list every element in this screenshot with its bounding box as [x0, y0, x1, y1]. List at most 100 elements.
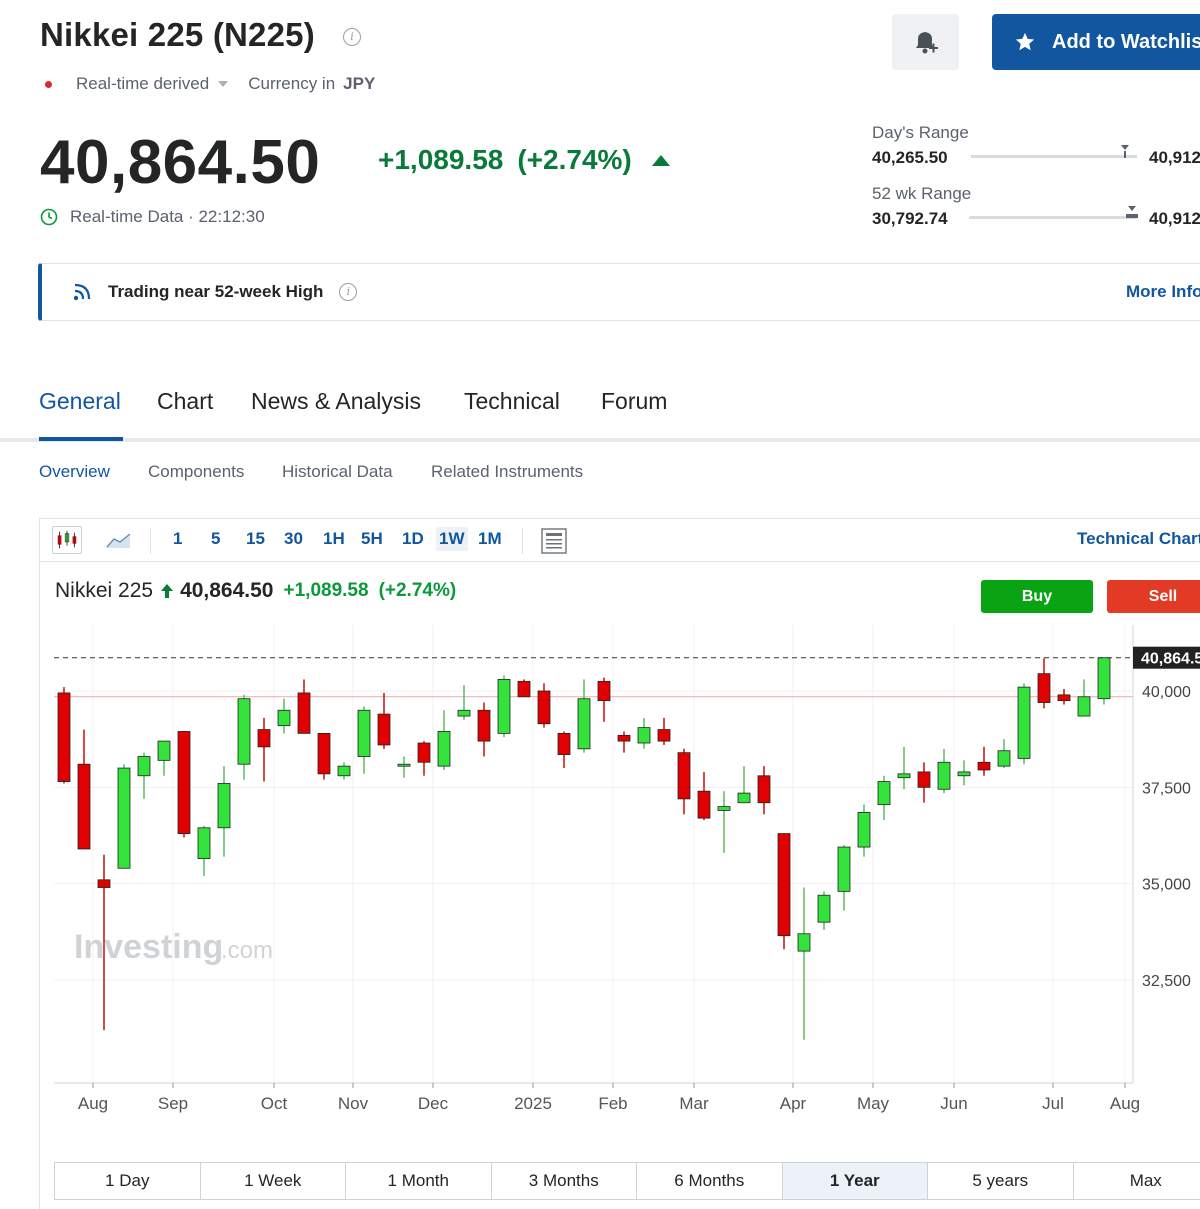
technical-chart-link[interactable]: Technical Chart	[1077, 529, 1200, 548]
candle	[897, 746, 911, 790]
interval-1w[interactable]: 1W	[436, 527, 468, 551]
candlestick-type-icon[interactable]	[52, 526, 82, 554]
candle	[657, 717, 671, 745]
change-percent: (+2.74%)	[517, 144, 632, 175]
realtime-derived-selector[interactable]: Real-time derived	[76, 74, 210, 93]
tab-news-analysis[interactable]: News & Analysis	[251, 388, 422, 414]
candle	[797, 887, 811, 1040]
candle	[197, 825, 211, 876]
interval-1[interactable]: 1	[173, 529, 183, 548]
days-range-marker-icon	[1121, 145, 1129, 158]
candle	[1077, 679, 1091, 717]
y-tick-label: 32,500	[1142, 973, 1191, 990]
candle-body	[957, 771, 971, 777]
price-chart[interactable]: Investing .com 40,00037,50035,00032,5004…	[0, 0, 1200, 1150]
candle-body	[617, 734, 631, 742]
interval-1d[interactable]: 1D	[402, 529, 424, 548]
candle-body	[977, 761, 991, 771]
interval-1m[interactable]: 1M	[478, 529, 502, 548]
interval-30[interactable]: 30	[284, 529, 303, 548]
interval-1h[interactable]: 1H	[323, 529, 345, 548]
period-5-years[interactable]: 5 years	[928, 1163, 1074, 1199]
period-3-months[interactable]: 3 Months	[492, 1163, 637, 1199]
candle	[137, 752, 151, 799]
candle-body	[157, 740, 171, 761]
subtab-historical-data[interactable]: Historical Data	[282, 462, 393, 481]
period-6-months[interactable]: 6 Months	[637, 1163, 783, 1199]
candle-body	[477, 709, 491, 742]
candle-body	[1037, 673, 1051, 703]
period-max[interactable]: Max	[1074, 1163, 1200, 1199]
chart-widget: 1 5 15 30 1H 5H 1D 1W 1M Technical Chart…	[39, 518, 1200, 1209]
candle	[117, 764, 131, 869]
candle	[857, 804, 871, 857]
add-to-watchlist-label: Add to Watchlist	[1052, 30, 1200, 53]
candle-body	[417, 742, 431, 763]
sell-button[interactable]: Sell	[1107, 580, 1200, 613]
candle	[437, 710, 451, 770]
subtab-components[interactable]: Components	[148, 462, 245, 481]
candle	[877, 775, 891, 821]
tab-forum[interactable]: Forum	[601, 388, 668, 414]
interval-5[interactable]: 5	[211, 529, 221, 548]
area-chart-icon[interactable]	[106, 529, 132, 551]
star-icon	[1015, 32, 1035, 51]
x-tick-label: Aug	[78, 1094, 108, 1113]
tab-general[interactable]: General	[39, 388, 121, 414]
candle-body	[197, 827, 211, 860]
candle	[477, 702, 491, 757]
candle-body	[737, 792, 751, 804]
candle	[1057, 689, 1071, 705]
candle	[757, 766, 771, 815]
main-tabs: General Chart News & Analysis Technical …	[0, 388, 1200, 442]
candle	[497, 675, 511, 738]
x-tick-label: Jun	[940, 1094, 967, 1113]
candle	[457, 685, 471, 720]
tab-technical[interactable]: Technical	[464, 388, 560, 414]
price-change: +1,089.58 (+2.74%)	[378, 144, 670, 176]
candle	[737, 766, 751, 804]
candle	[277, 698, 291, 734]
candle	[337, 762, 351, 780]
more-info-link[interactable]: More Info	[1126, 282, 1200, 301]
subtab-overview[interactable]: Overview	[39, 462, 110, 481]
candle	[297, 679, 311, 734]
info-icon[interactable]: i	[339, 283, 358, 301]
interval-5h[interactable]: 5H	[361, 529, 383, 548]
candle-body	[277, 709, 291, 727]
candle	[697, 771, 711, 821]
x-tick-label: Nov	[338, 1094, 369, 1113]
tab-chart[interactable]: Chart	[157, 388, 214, 414]
candle-body	[637, 727, 651, 744]
period-1-day[interactable]: 1 Day	[55, 1163, 201, 1199]
candle-body	[1077, 696, 1091, 717]
chart-axes: 40,000 37,500 35,000 32,500 40,864.50 Aug Sep O…	[54, 625, 1200, 1113]
period-1-month[interactable]: 1 Month	[346, 1163, 492, 1199]
period-selector: 1 Day 1 Week 1 Month 3 Months 6 Months 1…	[54, 1162, 1200, 1200]
candle-body	[117, 767, 131, 869]
realtime-data-row: Real-time Data · 22:12:30	[40, 207, 265, 227]
candle-body	[817, 894, 831, 923]
current-price-tag	[1133, 646, 1200, 669]
toolbar-divider	[522, 528, 523, 554]
add-to-watchlist-button[interactable]: Add to Watchlist	[992, 14, 1200, 70]
caret-down-icon[interactable]	[218, 81, 229, 87]
indicators-icon[interactable]	[541, 528, 567, 554]
wk52-range-label: 52 wk Range	[872, 184, 972, 203]
wk52-range-marker-icon	[1126, 206, 1138, 218]
chart-header: Nikkei 225 40,864.50 +1,089.58 (+2.74%)	[55, 579, 456, 603]
interval-15[interactable]: 15	[246, 529, 265, 548]
price-alert-button[interactable]	[892, 14, 959, 70]
wk52-range-low: 30,792.74	[872, 209, 948, 228]
current-price-tag-label: 40,864.50	[1141, 651, 1200, 668]
candle-body	[297, 692, 311, 734]
chart-instrument-name: Nikkei 225	[55, 579, 154, 602]
period-1-year[interactable]: 1 Year	[782, 1163, 928, 1199]
up-arrow-icon	[651, 154, 670, 166]
buy-button[interactable]: Buy	[981, 580, 1093, 613]
info-icon[interactable]: i	[343, 28, 361, 46]
subtab-related-instruments[interactable]: Related Instruments	[431, 462, 584, 481]
candle-body	[857, 811, 871, 848]
chart-price: 40,864.50	[180, 579, 274, 602]
period-1-week[interactable]: 1 Week	[201, 1163, 346, 1199]
